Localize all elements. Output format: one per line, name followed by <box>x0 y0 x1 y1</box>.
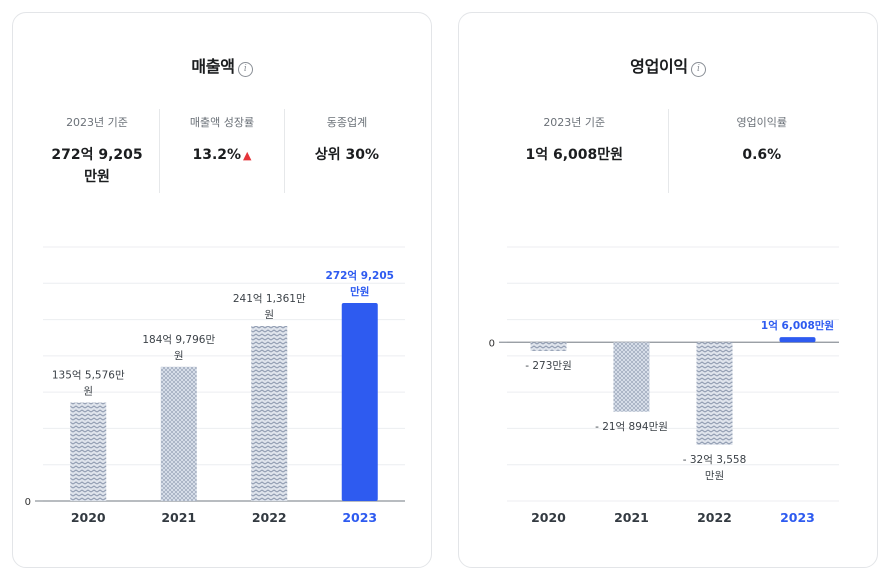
stat-value: 0.6% <box>742 147 782 163</box>
stat-label: 영업이익률 <box>736 116 788 129</box>
data-label-line: 272억 9,205 <box>326 270 394 282</box>
stat-label: 매출액 성장률 <box>189 116 255 129</box>
stat-label: 2023년 기준 <box>66 116 128 129</box>
bar-highlight <box>779 337 816 343</box>
x-tick-label: 2020 <box>531 510 566 525</box>
data-label: - 21억 894만원 <box>595 421 668 433</box>
revenue-stats: 2023년 기준 272억 9,205만원 매출액 성장률 13.2% ▲ 동종업… <box>35 109 409 193</box>
revenue-stat-industry: 동종업계 상위 30% <box>284 109 409 193</box>
data-label: - 273만원 <box>525 360 572 372</box>
bar-highlight <box>341 302 378 501</box>
bar <box>251 326 288 501</box>
revenue-title-text: 매출액 <box>191 57 235 76</box>
data-label: - 32억 3,558 만원 <box>683 454 747 482</box>
zero-tick-label: 0 <box>25 497 31 508</box>
bar <box>613 342 650 412</box>
data-label: 272억 9,205 만원 <box>326 270 394 298</box>
profit-title-text: 영업이익 <box>630 57 688 76</box>
data-label-line: 원 <box>83 386 93 398</box>
stat-value-wrap: 13.2% ▲ <box>164 144 280 167</box>
data-label-line: 184억 9,796만 <box>142 334 215 346</box>
data-label-line: 원 <box>264 309 274 321</box>
info-icon[interactable]: i <box>237 62 253 77</box>
data-label-line: 241억 1,361만 <box>233 293 306 305</box>
revenue-card: 매출액 i 2023년 기준 272억 9,205만원 매출액 성장률 13.2%… <box>12 12 432 568</box>
trend-up-icon: ▲ <box>243 149 252 162</box>
profit-stat-base: 2023년 기준 1억 6,008만원 <box>481 109 668 193</box>
x-tick-label: 2021 <box>614 510 649 525</box>
x-tick-label: 2023 <box>780 510 815 525</box>
data-label-line: 135억 5,576만 <box>52 370 125 382</box>
bar <box>160 366 197 501</box>
stat-value: 상위 30% <box>314 147 380 163</box>
data-label-line: 1억 6,008만원 <box>761 319 834 332</box>
bar <box>696 342 733 445</box>
data-label: 1억 6,008만원 <box>761 319 834 332</box>
x-tick-label: 2022 <box>252 510 287 525</box>
stat-value: 1억 6,008만원 <box>525 147 624 163</box>
revenue-stat-growth: 매출액 성장률 13.2% ▲ <box>159 109 284 193</box>
data-label-line: 만원 <box>705 470 724 482</box>
revenue-title: 매출액 i <box>13 53 431 77</box>
stat-value: 272억 9,205만원 <box>51 147 143 185</box>
stat-label: 2023년 기준 <box>543 116 606 129</box>
bar <box>530 342 567 351</box>
data-label-line: 원 <box>174 350 184 362</box>
x-tick-label: 2023 <box>342 510 377 525</box>
x-tick-label: 2022 <box>697 510 732 525</box>
data-label-line: - 21억 894만원 <box>595 421 668 433</box>
data-label-line: - 273만원 <box>525 360 572 372</box>
profit-title: 영업이익 i <box>459 53 877 77</box>
stat-value: 13.2% <box>192 147 242 163</box>
info-icon[interactable]: i <box>690 62 706 77</box>
operating-profit-chart: 0 - 273만원 2020 - 21억 894만원 2021 - 32억 3,558 만원… <box>489 246 839 525</box>
x-tick-label: 2020 <box>71 510 106 525</box>
operating-profit-card: 영업이익 i 2023년 기준 1억 6,008만원 영업이익률 0.6% 0 - … <box>458 12 878 568</box>
bar <box>70 402 107 501</box>
zero-tick-label: 0 <box>489 338 495 349</box>
data-label-line: - 32억 3,558 <box>683 454 747 466</box>
x-tick-label: 2021 <box>161 510 196 525</box>
stat-label: 동종업계 <box>326 116 368 129</box>
profit-stats: 2023년 기준 1억 6,008만원 영업이익률 0.6% <box>481 109 855 193</box>
profit-stat-margin: 영업이익률 0.6% <box>667 109 856 193</box>
revenue-stat-base: 2023년 기준 272억 9,205만원 <box>35 109 159 193</box>
data-label-line: 만원 <box>350 285 369 298</box>
